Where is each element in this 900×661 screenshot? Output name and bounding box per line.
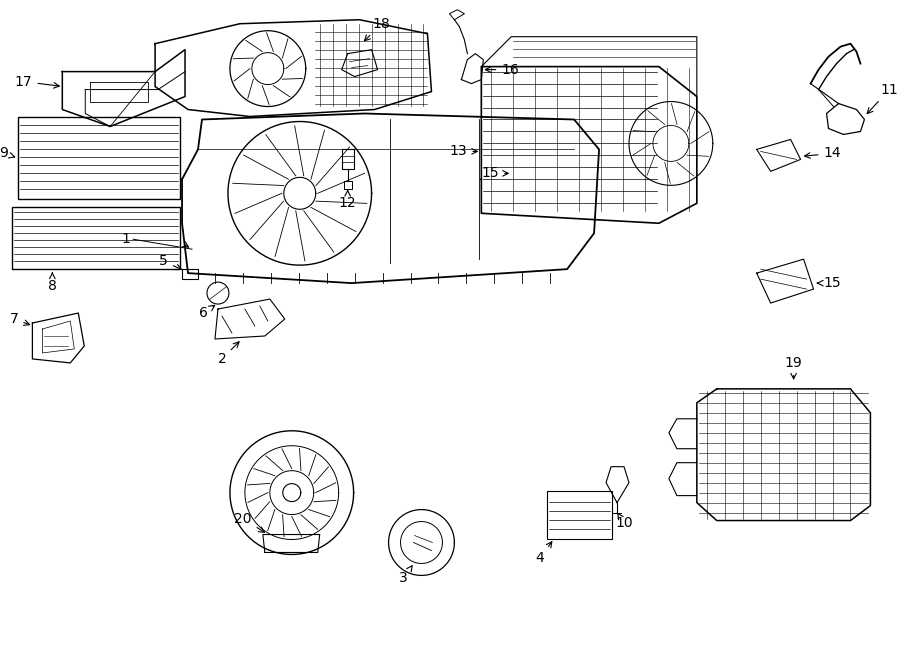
Text: 11: 11: [868, 83, 898, 114]
Text: 18: 18: [364, 17, 391, 41]
Text: 19: 19: [785, 356, 803, 379]
Text: 14: 14: [805, 147, 842, 161]
Text: 4: 4: [536, 542, 552, 565]
Text: 10: 10: [616, 513, 633, 529]
Text: 7: 7: [10, 312, 30, 326]
Text: 16: 16: [485, 63, 519, 77]
Text: 6: 6: [199, 305, 215, 320]
Text: 17: 17: [14, 75, 59, 89]
Bar: [18, 118, 180, 200]
Text: 12: 12: [338, 190, 356, 210]
Text: 20: 20: [234, 512, 265, 532]
Text: 9: 9: [0, 147, 14, 161]
Text: 8: 8: [48, 273, 57, 293]
Text: 2: 2: [218, 342, 239, 366]
Bar: [547, 490, 612, 539]
Text: 5: 5: [159, 254, 182, 270]
Text: 15: 15: [482, 167, 508, 180]
Text: 13: 13: [450, 144, 477, 159]
Bar: [13, 208, 180, 269]
Text: 1: 1: [122, 232, 130, 246]
Text: 15: 15: [817, 276, 842, 290]
Text: 3: 3: [399, 566, 412, 586]
